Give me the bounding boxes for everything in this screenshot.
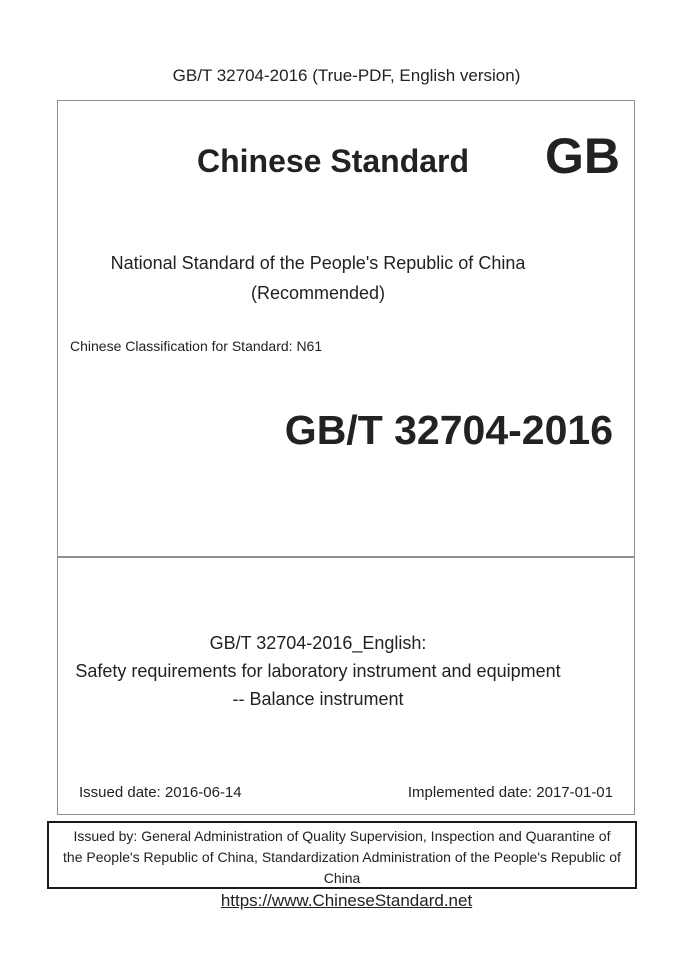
- dates-row: Issued date: 2016-06-14 Implemented date…: [58, 784, 634, 801]
- subtitle-line: National Standard of the People's Republ…: [110, 253, 526, 273]
- issuer-line: China: [323, 870, 361, 886]
- issuer-line: the People's Republic of China, Standard…: [63, 849, 621, 865]
- issued-date: Issued date: 2016-06-14: [79, 784, 242, 801]
- classification-code: Chinese Classification for Standard: N61: [70, 338, 323, 354]
- implemented-date: Implemented date: 2017-01-01: [407, 784, 613, 801]
- brand-title: Chinese Standard: [196, 143, 470, 179]
- subtitle-note: (Recommended): [250, 283, 386, 303]
- subtitle-block: National Standard of the People's Republ…: [58, 248, 578, 308]
- english-title-line-3: -- Balance instrument: [232, 689, 404, 709]
- issuer-box: Issued by: General Administration of Qua…: [47, 821, 637, 889]
- english-title-line-2: Safety requirements for laboratory instr…: [75, 661, 561, 681]
- english-title-box: GB/T 32704-2016_English: Safety requirem…: [57, 557, 635, 815]
- gb-logo: GB: [545, 128, 620, 184]
- issuer-line: Issued by: General Administration of Qua…: [73, 828, 611, 844]
- document-header: GB/T 32704-2016 (True-PDF, English versi…: [172, 66, 521, 85]
- standard-number: GB/T 32704-2016: [284, 407, 613, 453]
- cover-box: Chinese Standard GB National Standard of…: [57, 100, 635, 557]
- website-link[interactable]: https://www.ChineseStandard.net: [220, 891, 473, 910]
- english-title-line-1: GB/T 32704-2016_English:: [209, 633, 427, 653]
- english-title-block: GB/T 32704-2016_English: Safety requirem…: [58, 629, 578, 713]
